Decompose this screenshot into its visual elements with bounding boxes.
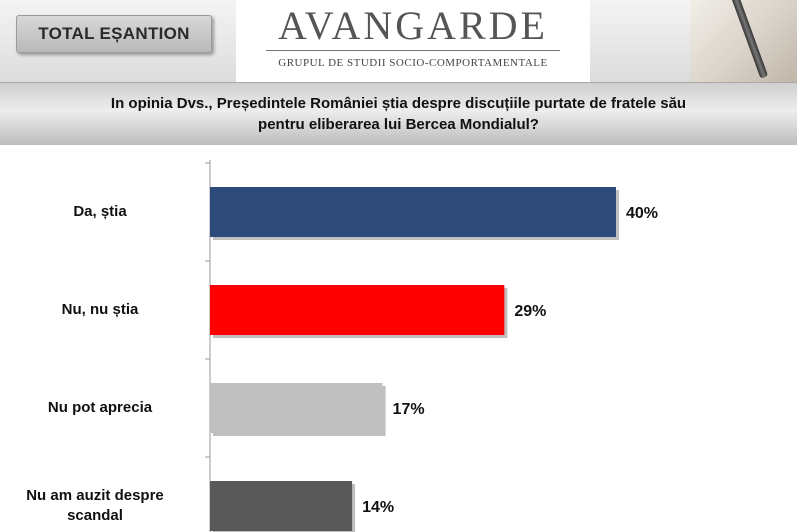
bar-chart-svg: 40% 29% 17% 14%	[205, 160, 658, 532]
logo-subtitle: GRUPUL DE STUDII SOCIO-COMPORTAMENTALE	[278, 57, 548, 69]
data-label: 14%	[362, 499, 394, 516]
question-banner: In opinia Dvs., Președintele României șt…	[0, 82, 797, 146]
question-line-2: pentru eliberarea lui Bercea Mondialul?	[258, 116, 539, 133]
header-bar: TOTAL EȘANTION AVANGARDE GRUPUL DE STUDI…	[0, 0, 797, 82]
bar	[210, 481, 353, 531]
logo-wordmark: AVANGARDE	[277, 3, 548, 48]
logo-divider	[266, 50, 560, 51]
question-title: In opinia Dvs., Președintele României șt…	[0, 93, 797, 135]
data-label: 17%	[393, 401, 425, 418]
category-label: Nu, nu știa	[61, 301, 139, 318]
category-label: Nu pot aprecia	[47, 399, 153, 416]
category-label: Nu am auzit despre scandal	[26, 487, 164, 524]
category-label: Da, știa	[73, 203, 127, 220]
data-label: 29%	[514, 303, 546, 320]
chart: 40% 29% 17% 14% Da, știa Nu, nu știa Nu pot a…	[0, 145, 797, 532]
sample-badge: TOTAL EȘANTION	[16, 15, 212, 53]
bar	[210, 383, 383, 433]
question-line-1: In opinia Dvs., Președintele României șt…	[110, 95, 687, 112]
bar	[210, 187, 616, 237]
pen-icon	[729, 0, 769, 79]
data-label: 40%	[626, 205, 658, 222]
logo: AVANGARDE GRUPUL DE STUDII SOCIO-COMPORT…	[236, 0, 590, 82]
bar	[210, 285, 505, 335]
pen-photo	[690, 0, 797, 82]
